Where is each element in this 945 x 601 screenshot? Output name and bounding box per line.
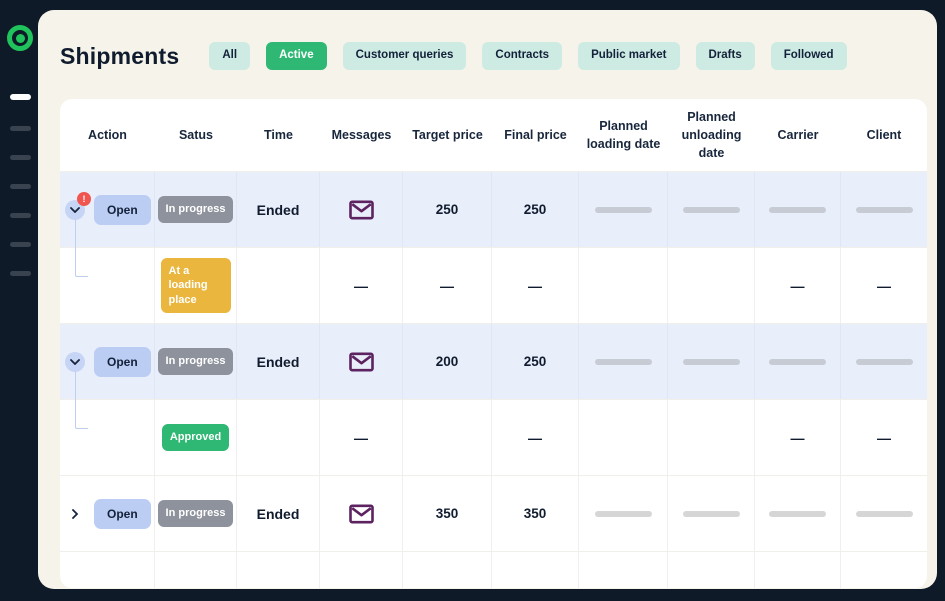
target-price: 250 xyxy=(435,202,459,217)
skeleton-client xyxy=(855,206,913,213)
status-badge: In progress xyxy=(157,348,234,375)
tab-public-market[interactable]: Public market xyxy=(578,42,680,70)
tree-connector xyxy=(74,219,76,248)
final-price: 250 xyxy=(523,202,547,217)
alert-badge: ! xyxy=(77,191,91,206)
sidebar-item-4[interactable] xyxy=(10,213,31,218)
skeleton-carrier xyxy=(769,358,826,365)
empty-dash: — xyxy=(790,277,805,294)
time-value: Ended xyxy=(256,505,300,522)
tab-customer-queries[interactable]: Customer queries xyxy=(342,42,467,70)
chevron-right-icon[interactable] xyxy=(65,504,85,524)
col-header-client: Client xyxy=(866,127,902,142)
envelope-icon[interactable] xyxy=(348,503,374,524)
empty-dash: — xyxy=(354,429,368,446)
table-row-empty xyxy=(60,551,927,588)
open-button[interactable]: Open xyxy=(94,498,151,529)
skeleton-planned-loading xyxy=(594,358,652,365)
filter-tabs: All Active Customer queries Contracts Pu… xyxy=(209,42,847,70)
app-logo-bullseye-icon[interactable] xyxy=(7,25,33,51)
col-header-final-price: Final price xyxy=(504,127,567,142)
tab-active[interactable]: Active xyxy=(266,42,327,70)
col-header-status: Satus xyxy=(178,127,214,142)
col-header-messages: Messages xyxy=(331,127,392,142)
skeleton-planned-loading xyxy=(594,206,652,213)
open-button[interactable]: Open xyxy=(94,346,151,377)
sidebar-item-5[interactable] xyxy=(10,242,31,247)
skeleton-planned-unloading xyxy=(682,206,740,213)
sidebar xyxy=(0,0,38,601)
skeleton-planned-unloading xyxy=(682,358,740,365)
page-title: Shipments xyxy=(60,42,180,69)
tree-connector xyxy=(74,371,76,400)
col-header-action: Action xyxy=(88,127,127,142)
topbar: Shipments All Active Customer queries Co… xyxy=(60,30,927,82)
skeleton-carrier xyxy=(769,510,826,517)
col-header-carrier: Carrier xyxy=(777,127,819,142)
sidebar-item-6[interactable] xyxy=(10,271,31,276)
skeleton-client xyxy=(855,358,913,365)
chevron-down-icon[interactable] xyxy=(65,351,85,372)
final-price: 350 xyxy=(523,506,547,521)
shipments-table: Action Satus Time Messages Target price … xyxy=(60,99,927,588)
sidebar-item-2[interactable] xyxy=(10,155,31,160)
skeleton-client xyxy=(855,510,913,517)
tab-drafts[interactable]: Drafts xyxy=(695,42,755,70)
status-badge: At a loading place xyxy=(160,258,231,313)
empty-dash: — xyxy=(877,429,891,446)
main-panel: Shipments All Active Customer queries Co… xyxy=(38,10,937,589)
skeleton-planned-loading xyxy=(594,510,652,517)
envelope-icon[interactable] xyxy=(348,351,374,372)
skeleton-carrier xyxy=(769,206,826,213)
tab-followed[interactable]: Followed xyxy=(770,42,847,70)
status-badge: In progress xyxy=(157,500,234,527)
empty-dash: — xyxy=(354,277,368,294)
empty-dash: — xyxy=(528,277,542,294)
table-header-row: Action Satus Time Messages Target price … xyxy=(60,99,927,171)
skeleton-planned-unloading xyxy=(682,510,740,517)
empty-dash: — xyxy=(528,429,542,446)
target-price: 200 xyxy=(435,354,459,369)
tab-all[interactable]: All xyxy=(209,42,251,70)
sidebar-item-3[interactable] xyxy=(10,184,31,189)
empty-dash: — xyxy=(877,277,891,294)
target-price: 350 xyxy=(435,506,459,521)
tab-contracts[interactable]: Contracts xyxy=(482,42,563,70)
col-header-planned-unloading: Planned unloading date xyxy=(681,109,742,161)
sidebar-item-active[interactable] xyxy=(10,94,31,100)
table-row-sub-1: At a loading place — — — — — xyxy=(60,247,927,323)
tree-connector-elbow xyxy=(74,399,88,429)
status-badge: In progress xyxy=(157,196,234,223)
status-badge: Approved xyxy=(161,424,230,451)
empty-dash: — xyxy=(440,277,454,294)
sidebar-item-1[interactable] xyxy=(10,126,31,131)
table-row-main-2: Open In progress Ended 200 250 xyxy=(60,323,927,400)
col-header-time: Time xyxy=(264,127,293,142)
time-value: Ended xyxy=(256,201,300,218)
table-row-sub-2: Approved — — — — xyxy=(60,399,927,475)
table-row-main-1: ! Open In progress Ended 250 250 xyxy=(60,171,927,248)
time-value: Ended xyxy=(256,353,300,370)
logo-dot xyxy=(15,33,25,43)
table-row-main-3: Open In progress Ended 350 350 xyxy=(60,475,927,551)
envelope-icon[interactable] xyxy=(348,199,374,220)
chevron-down-icon[interactable]: ! xyxy=(65,191,91,220)
tree-connector-elbow xyxy=(74,247,88,277)
final-price: 250 xyxy=(523,354,547,369)
empty-dash: — xyxy=(790,429,805,446)
open-button[interactable]: Open xyxy=(94,194,151,225)
col-header-target-price: Target price xyxy=(412,127,483,142)
col-header-planned-loading: Planned loading date xyxy=(586,118,661,151)
